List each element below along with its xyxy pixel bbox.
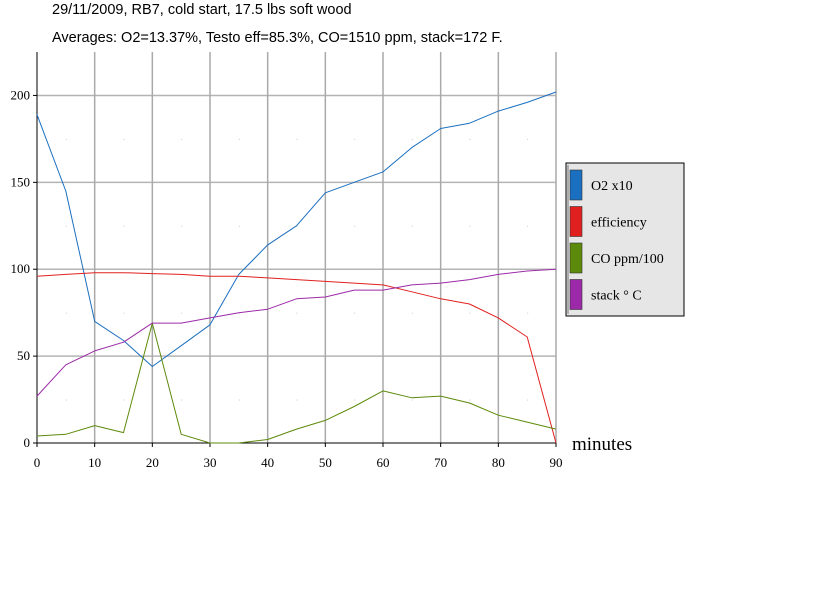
x-tick-label: 70: [434, 455, 447, 470]
legend-swatch-3: [569, 279, 583, 310]
grid-dot: [354, 138, 356, 140]
x-axis-ticks: 0 10 20 30 40 50 60 70 80 90: [34, 443, 563, 470]
chart-series: [36, 91, 557, 444]
grid-dot: [238, 225, 240, 227]
grid-dot: [123, 312, 125, 314]
legend-label-0: O2 x10: [591, 179, 633, 194]
grid-dot: [527, 312, 529, 314]
series-line-3: [36, 268, 557, 397]
legend-swatch-0: [569, 169, 583, 201]
series-line-0: [36, 91, 557, 367]
x-tick-label: 60: [377, 455, 390, 470]
grid-dot: [469, 399, 471, 401]
grid-dot: [411, 399, 413, 401]
legend-box: [565, 162, 685, 317]
legend-label-1: efficiency: [591, 216, 647, 231]
grid-dot: [123, 225, 125, 227]
chart-title-line-2: Averages: O2=13.37%, Testo eff=85.3%, CO…: [52, 30, 503, 46]
chart-grid: [37, 52, 557, 443]
x-tick-label: 10: [88, 455, 101, 470]
series-line-1: [36, 272, 557, 444]
series-line-2: [36, 322, 557, 444]
grid-dot: [181, 312, 183, 314]
grid-dot: [469, 138, 471, 140]
y-tick-label: 100: [11, 261, 31, 276]
grid-dot: [238, 399, 240, 401]
y-axis-ticks: 0 50 100 150 200: [11, 87, 37, 450]
grid-dot: [123, 399, 125, 401]
grid-dot: [527, 225, 529, 227]
legend-swatch-1: [569, 206, 583, 237]
grid-dot: [65, 399, 67, 401]
grid-dot: [123, 138, 125, 140]
y-tick-label: 0: [24, 435, 31, 450]
chart-legend: O2 x10 efficiency CO ppm/100 stack ° C: [565, 162, 685, 317]
grid-dot: [469, 225, 471, 227]
grid-dot: [411, 225, 413, 227]
legend-label-3: stack ° C: [591, 289, 642, 304]
grid-dot: [469, 312, 471, 314]
x-tick-label: 80: [492, 455, 505, 470]
grid-dot: [411, 312, 413, 314]
x-tick-label: 50: [319, 455, 332, 470]
legend-swatch-2: [569, 242, 583, 274]
grid-dot: [65, 225, 67, 227]
grid-dot: [65, 312, 67, 314]
grid-dot: [411, 138, 413, 140]
grid-dot: [296, 312, 298, 314]
y-tick-label: 150: [11, 174, 31, 189]
grid-dot: [354, 312, 356, 314]
grid-dot: [181, 399, 183, 401]
y-tick-label: 200: [11, 87, 31, 102]
grid-dot: [354, 399, 356, 401]
x-tick-label: 30: [204, 455, 217, 470]
grid-dot: [527, 399, 529, 401]
chart-title-line-1: 29/11/2009, RB7, cold start, 17.5 lbs so…: [52, 2, 352, 18]
x-axis-unit-label: minutes: [572, 434, 632, 455]
x-tick-label: 40: [261, 455, 274, 470]
grid-dot: [296, 399, 298, 401]
grid-dot: [296, 138, 298, 140]
grid-dot: [527, 138, 529, 140]
x-tick-label: 90: [550, 455, 563, 470]
chart-axes: [36, 52, 556, 444]
grid-dot: [65, 138, 67, 140]
grid-dot: [296, 225, 298, 227]
grid-dot: [238, 138, 240, 140]
grid-dot: [354, 225, 356, 227]
legend-label-2: CO ppm/100: [591, 252, 664, 267]
grid-dot: [238, 312, 240, 314]
x-tick-label: 20: [146, 455, 159, 470]
grid-dot: [181, 225, 183, 227]
x-tick-label: 0: [34, 455, 41, 470]
grid-dot: [181, 138, 183, 140]
y-tick-label: 50: [17, 348, 30, 363]
